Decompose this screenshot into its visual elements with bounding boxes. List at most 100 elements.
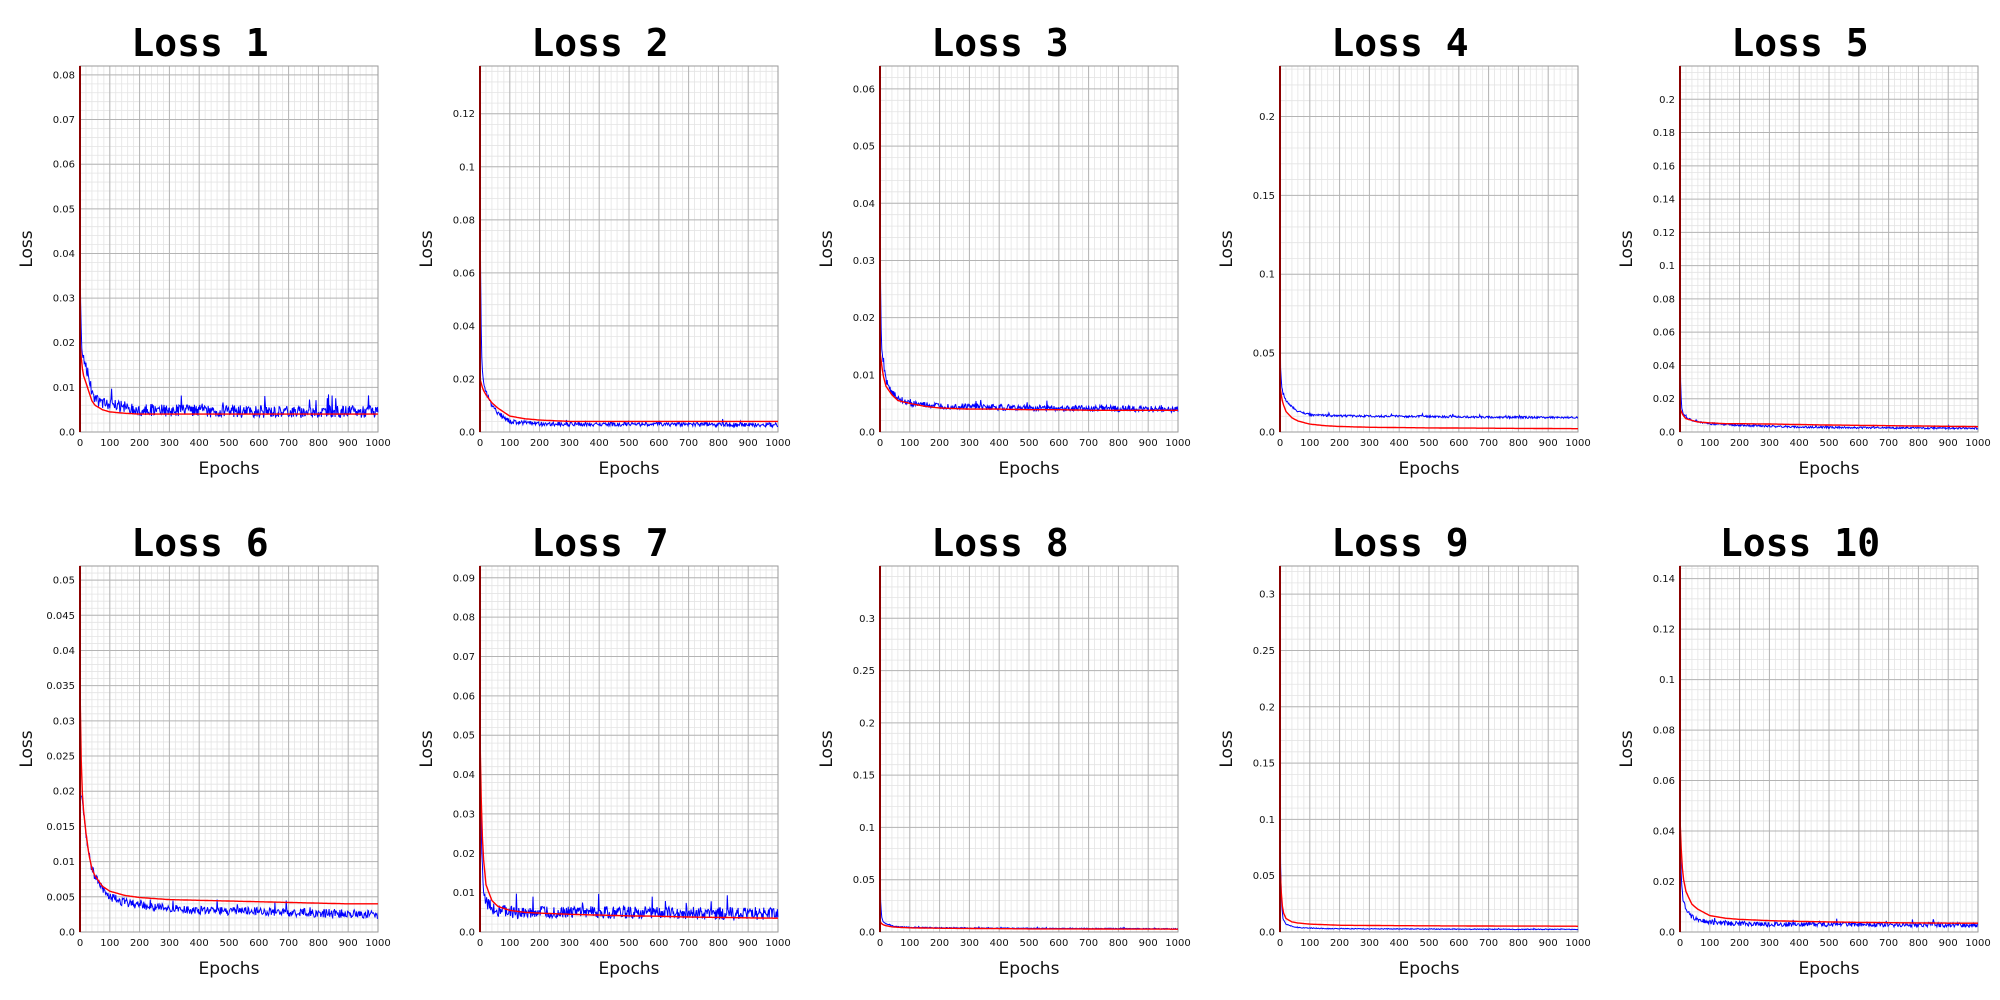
y-tick-label: 0.0 bbox=[1659, 928, 1675, 939]
x-axis-label: Epochs bbox=[1799, 959, 1860, 979]
x-tick-label: 600 bbox=[1049, 438, 1068, 449]
y-axis-label: Loss bbox=[17, 730, 37, 767]
x-axis-label: Epochs bbox=[999, 959, 1060, 979]
train-loss-line bbox=[479, 733, 779, 922]
x-tick-label: 200 bbox=[930, 438, 949, 449]
reference-loss-line bbox=[1679, 408, 1978, 428]
y-axis-label: Loss bbox=[17, 230, 37, 267]
y-tick-label: 0.06 bbox=[853, 84, 875, 95]
x-tick-label: 800 bbox=[709, 938, 728, 949]
panel-title: Loss 4 bbox=[1331, 21, 1468, 65]
y-tick-label: 0.02 bbox=[1653, 394, 1675, 405]
train-loss-line bbox=[1279, 763, 1579, 931]
x-tick-label: 900 bbox=[339, 938, 358, 949]
y-tick-label: 0.05 bbox=[853, 875, 875, 886]
y-tick-label: 0.05 bbox=[1253, 871, 1275, 882]
x-tick-label: 100 bbox=[100, 938, 119, 949]
x-tick-label: 800 bbox=[309, 438, 328, 449]
x-tick-label: 500 bbox=[1419, 938, 1438, 949]
y-tick-label: 0.05 bbox=[53, 576, 75, 587]
x-tick-label: 700 bbox=[679, 938, 698, 949]
reference-loss-line bbox=[1279, 384, 1578, 430]
loss-panel-2: 0.0 0.02 0.04 0.06 0.08 0.1 0.12 0 100 200 300 400 5… bbox=[417, 21, 791, 479]
x-tick-label: 600 bbox=[1449, 938, 1468, 949]
x-tick-label: 600 bbox=[1849, 438, 1868, 449]
reference-loss-line bbox=[479, 378, 778, 423]
y-tick-label: 0.1 bbox=[1259, 270, 1275, 281]
y-tick-label: 0.03 bbox=[53, 294, 75, 305]
x-tick-label: 700 bbox=[279, 938, 298, 949]
x-tick-label: 100 bbox=[1300, 438, 1319, 449]
x-tick-label: 500 bbox=[619, 438, 638, 449]
y-axis-label: Loss bbox=[817, 230, 837, 267]
x-tick-label: 900 bbox=[1939, 438, 1958, 449]
x-tick-label: 300 bbox=[1360, 938, 1379, 949]
y-axis-label: Loss bbox=[1617, 230, 1637, 267]
y-tick-label: 0.035 bbox=[46, 681, 75, 692]
loss-panel-4: 0.0 0.05 0.1 0.15 0.2 0 100 200 300 400 500 600 700 8… bbox=[1217, 21, 1591, 479]
x-tick-label: 0 bbox=[1277, 938, 1283, 949]
x-tick-label: 300 bbox=[960, 938, 979, 949]
y-tick-label: 0.05 bbox=[453, 731, 475, 742]
y-tick-label: 0.3 bbox=[1259, 590, 1275, 601]
x-tick-label: 0 bbox=[77, 938, 83, 949]
x-tick-label: 700 bbox=[1079, 938, 1098, 949]
y-tick-label: 0.08 bbox=[453, 215, 475, 226]
y-axis-label: Loss bbox=[1617, 730, 1637, 767]
y-tick-label: 0.15 bbox=[1253, 759, 1275, 770]
panel-title: Loss 8 bbox=[931, 521, 1068, 565]
x-tick-label: 900 bbox=[1539, 938, 1558, 949]
x-tick-label: 1000 bbox=[1165, 438, 1190, 449]
y-tick-label: 0.05 bbox=[1253, 349, 1275, 360]
x-tick-label: 400 bbox=[1790, 438, 1809, 449]
y-tick-label: 0.025 bbox=[46, 752, 75, 763]
x-tick-label: 300 bbox=[960, 438, 979, 449]
loss-panel-9: 0.0 0.05 0.1 0.15 0.2 0.25 0.3 0 100 200 300 400 500… bbox=[1217, 521, 1591, 979]
loss-panel-7: 0.0 0.01 0.02 0.03 0.04 0.05 0.06 0.07 0.08 0.09 0… bbox=[417, 521, 791, 979]
loss-panel-1: 0.0 0.01 0.02 0.03 0.04 0.05 0.06 0.07 0.08 0 100 2… bbox=[17, 21, 391, 479]
y-tick-label: 0.08 bbox=[1653, 726, 1675, 737]
y-tick-label: 0.08 bbox=[453, 613, 475, 624]
y-tick-label: 0.02 bbox=[53, 338, 75, 349]
train-loss-line bbox=[1679, 314, 1979, 431]
y-tick-label: 0.08 bbox=[53, 70, 75, 81]
y-axis-label: Loss bbox=[817, 730, 837, 767]
y-tick-label: 0.015 bbox=[46, 822, 75, 833]
x-tick-label: 900 bbox=[339, 438, 358, 449]
x-tick-label: 200 bbox=[1330, 438, 1349, 449]
x-tick-label: 200 bbox=[130, 438, 149, 449]
x-tick-label: 600 bbox=[649, 938, 668, 949]
y-tick-label: 0.12 bbox=[1653, 228, 1675, 239]
x-tick-label: 900 bbox=[1139, 938, 1158, 949]
x-tick-label: 900 bbox=[739, 938, 758, 949]
x-tick-label: 900 bbox=[1539, 438, 1558, 449]
panel-title: Loss 7 bbox=[531, 521, 668, 565]
x-tick-label: 100 bbox=[1700, 438, 1719, 449]
x-tick-label: 0 bbox=[77, 438, 83, 449]
x-tick-label: 500 bbox=[219, 938, 238, 949]
x-tick-label: 0 bbox=[477, 438, 483, 449]
y-tick-label: 0.01 bbox=[453, 888, 475, 899]
y-tick-label: 0.06 bbox=[453, 691, 475, 702]
x-tick-label: 800 bbox=[1109, 438, 1128, 449]
y-tick-label: 0.1 bbox=[1259, 815, 1275, 826]
y-tick-label: 0.12 bbox=[1653, 625, 1675, 636]
y-tick-label: 0.0 bbox=[459, 428, 475, 439]
x-tick-label: 700 bbox=[1879, 938, 1898, 949]
y-tick-label: 0.0 bbox=[859, 428, 875, 439]
y-tick-label: 0.04 bbox=[853, 199, 875, 210]
panel-title: Loss 1 bbox=[131, 21, 268, 65]
x-tick-label: 1000 bbox=[1965, 938, 1990, 949]
x-tick-label: 800 bbox=[709, 438, 728, 449]
x-tick-label: 800 bbox=[1109, 938, 1128, 949]
y-tick-label: 0.0 bbox=[1259, 428, 1275, 439]
reference-loss-line bbox=[879, 351, 1178, 411]
y-tick-label: 0.045 bbox=[46, 611, 75, 622]
x-tick-label: 800 bbox=[1509, 438, 1528, 449]
x-tick-label: 400 bbox=[1790, 938, 1809, 949]
y-tick-label: 0.06 bbox=[1653, 328, 1675, 339]
x-tick-label: 1000 bbox=[1965, 438, 1990, 449]
x-tick-label: 1000 bbox=[365, 438, 390, 449]
